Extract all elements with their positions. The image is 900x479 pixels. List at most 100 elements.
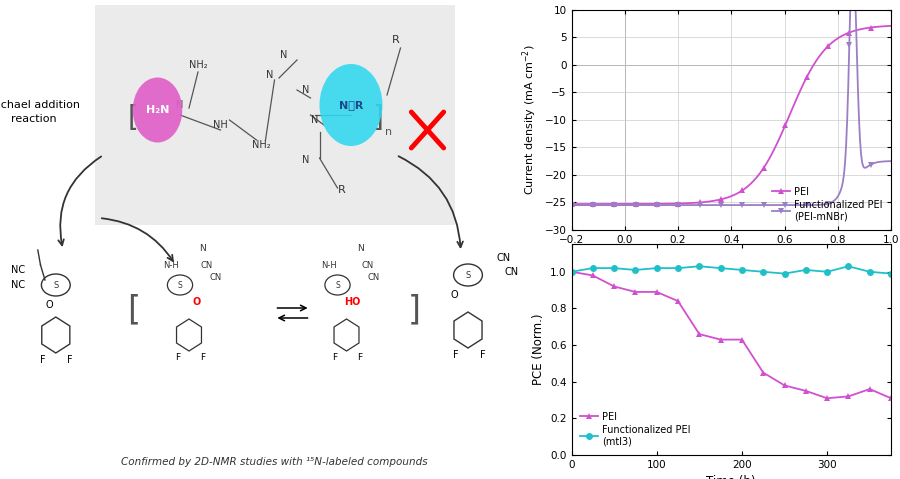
Functionalized PEI
(PEI-mNBr)	[567, 202, 578, 208]
PEI	[886, 23, 896, 29]
Functionalized PEI
(PEI-mNBr)	[886, 158, 896, 164]
Functionalized PEI
(PEI-mNBr)	[756, 202, 767, 208]
Text: S: S	[335, 281, 340, 289]
Functionalized PEI
(mtl3)	[716, 265, 726, 271]
Functionalized PEI
(PEI-mNBr)	[835, 187, 846, 193]
Text: N: N	[266, 70, 274, 80]
Text: NH₂: NH₂	[189, 60, 207, 70]
X-axis label: Time (h): Time (h)	[706, 476, 756, 479]
Text: R: R	[338, 185, 346, 195]
Functionalized PEI
(mtl3)	[736, 267, 747, 273]
Text: NC: NC	[11, 265, 25, 275]
Functionalized PEI
(mtl3)	[800, 267, 811, 273]
PEI	[567, 201, 578, 207]
Text: N: N	[280, 50, 287, 60]
PEI	[800, 388, 811, 394]
Functionalized PEI
(PEI-mNBr)	[857, 160, 868, 165]
PEI	[672, 298, 683, 304]
Text: S: S	[53, 281, 58, 289]
Text: N: N	[176, 100, 184, 110]
PEI	[761, 160, 772, 165]
Text: HO: HO	[345, 297, 361, 307]
Text: [: [	[128, 104, 139, 132]
Functionalized PEI
(mtl3)	[588, 265, 598, 271]
Text: N: N	[199, 243, 206, 252]
PEI	[864, 386, 875, 392]
PEI	[630, 289, 641, 295]
Text: NH: NH	[213, 120, 228, 130]
Functionalized PEI
(mtl3)	[652, 265, 662, 271]
PEI	[736, 337, 747, 342]
Functionalized PEI
(PEI-mNBr)	[755, 202, 766, 208]
Y-axis label: PCE (Norm.): PCE (Norm.)	[532, 314, 544, 386]
Line: PEI: PEI	[568, 268, 895, 402]
Functionalized PEI
(mtl3)	[886, 271, 896, 276]
Functionalized PEI
(mtl3)	[864, 269, 875, 274]
Text: ]: ]	[408, 294, 420, 327]
Functionalized PEI
(mtl3)	[758, 269, 769, 274]
Text: NC: NC	[11, 280, 25, 290]
Text: ]: ]	[373, 104, 383, 132]
Ellipse shape	[320, 64, 382, 146]
Text: Michael addition
reaction: Michael addition reaction	[0, 101, 80, 124]
Text: CN: CN	[504, 267, 518, 277]
Bar	[94, 5, 454, 225]
Functionalized PEI
(mtl3)	[779, 271, 790, 276]
Functionalized PEI
(mtl3)	[694, 263, 705, 269]
PEI	[566, 269, 577, 274]
Legend: PEI, Functionalized PEI
(mtl3): PEI, Functionalized PEI (mtl3)	[576, 408, 694, 450]
Text: F: F	[40, 355, 46, 365]
Text: F: F	[200, 353, 205, 362]
Y-axis label: Current density (mA cm$^{-2}$): Current density (mA cm$^{-2}$)	[520, 45, 539, 195]
Line: PEI: PEI	[569, 23, 894, 207]
Functionalized PEI
(PEI-mNBr)	[566, 202, 577, 208]
Text: CN: CN	[367, 274, 380, 283]
PEI	[694, 331, 705, 337]
PEI	[779, 383, 790, 388]
Text: N-H: N-H	[163, 261, 179, 270]
Text: O: O	[451, 290, 458, 300]
PEI	[835, 34, 846, 39]
X-axis label: Voltage (V): Voltage (V)	[698, 251, 764, 263]
Functionalized PEI
(mtl3)	[608, 265, 619, 271]
PEI	[758, 370, 769, 376]
Text: F: F	[175, 353, 180, 362]
Text: F: F	[453, 350, 458, 360]
Line: Functionalized PEI
(PEI-mNBr): Functionalized PEI (PEI-mNBr)	[569, 0, 894, 208]
Text: N: N	[356, 243, 364, 252]
Text: CN: CN	[497, 253, 511, 263]
Text: N⌒R: N⌒R	[338, 100, 364, 110]
Text: CN: CN	[210, 274, 222, 283]
Functionalized PEI
(mtl3)	[630, 267, 641, 273]
Text: Confirmed by 2D-NMR studies with ¹⁵N-labeled compounds: Confirmed by 2D-NMR studies with ¹⁵N-lab…	[122, 457, 428, 467]
PEI	[843, 394, 854, 399]
Text: O: O	[192, 297, 201, 307]
Text: N: N	[302, 85, 310, 95]
Line: Functionalized PEI
(mtl3): Functionalized PEI (mtl3)	[568, 263, 895, 277]
PEI	[652, 289, 662, 295]
Text: NH₂: NH₂	[252, 140, 270, 150]
Text: S: S	[465, 271, 471, 280]
PEI	[822, 395, 832, 401]
Text: CN: CN	[361, 261, 374, 270]
PEI	[886, 395, 896, 401]
PEI	[608, 284, 619, 289]
Text: R: R	[392, 35, 400, 45]
PEI	[756, 168, 767, 174]
Functionalized PEI
(PEI-mNBr)	[761, 202, 772, 208]
Ellipse shape	[133, 78, 182, 142]
Functionalized PEI
(mtl3)	[566, 269, 577, 274]
PEI	[566, 201, 577, 207]
Functionalized PEI
(mtl3)	[822, 269, 832, 274]
Text: S: S	[177, 281, 183, 289]
PEI	[716, 337, 726, 342]
Text: F: F	[68, 355, 73, 365]
PEI	[588, 273, 598, 278]
PEI	[755, 170, 766, 175]
PEI	[856, 26, 867, 32]
Text: n: n	[385, 127, 392, 137]
Text: CN: CN	[201, 261, 213, 270]
Text: [: [	[127, 294, 140, 327]
Text: N-H: N-H	[320, 261, 337, 270]
Text: F: F	[480, 350, 485, 360]
